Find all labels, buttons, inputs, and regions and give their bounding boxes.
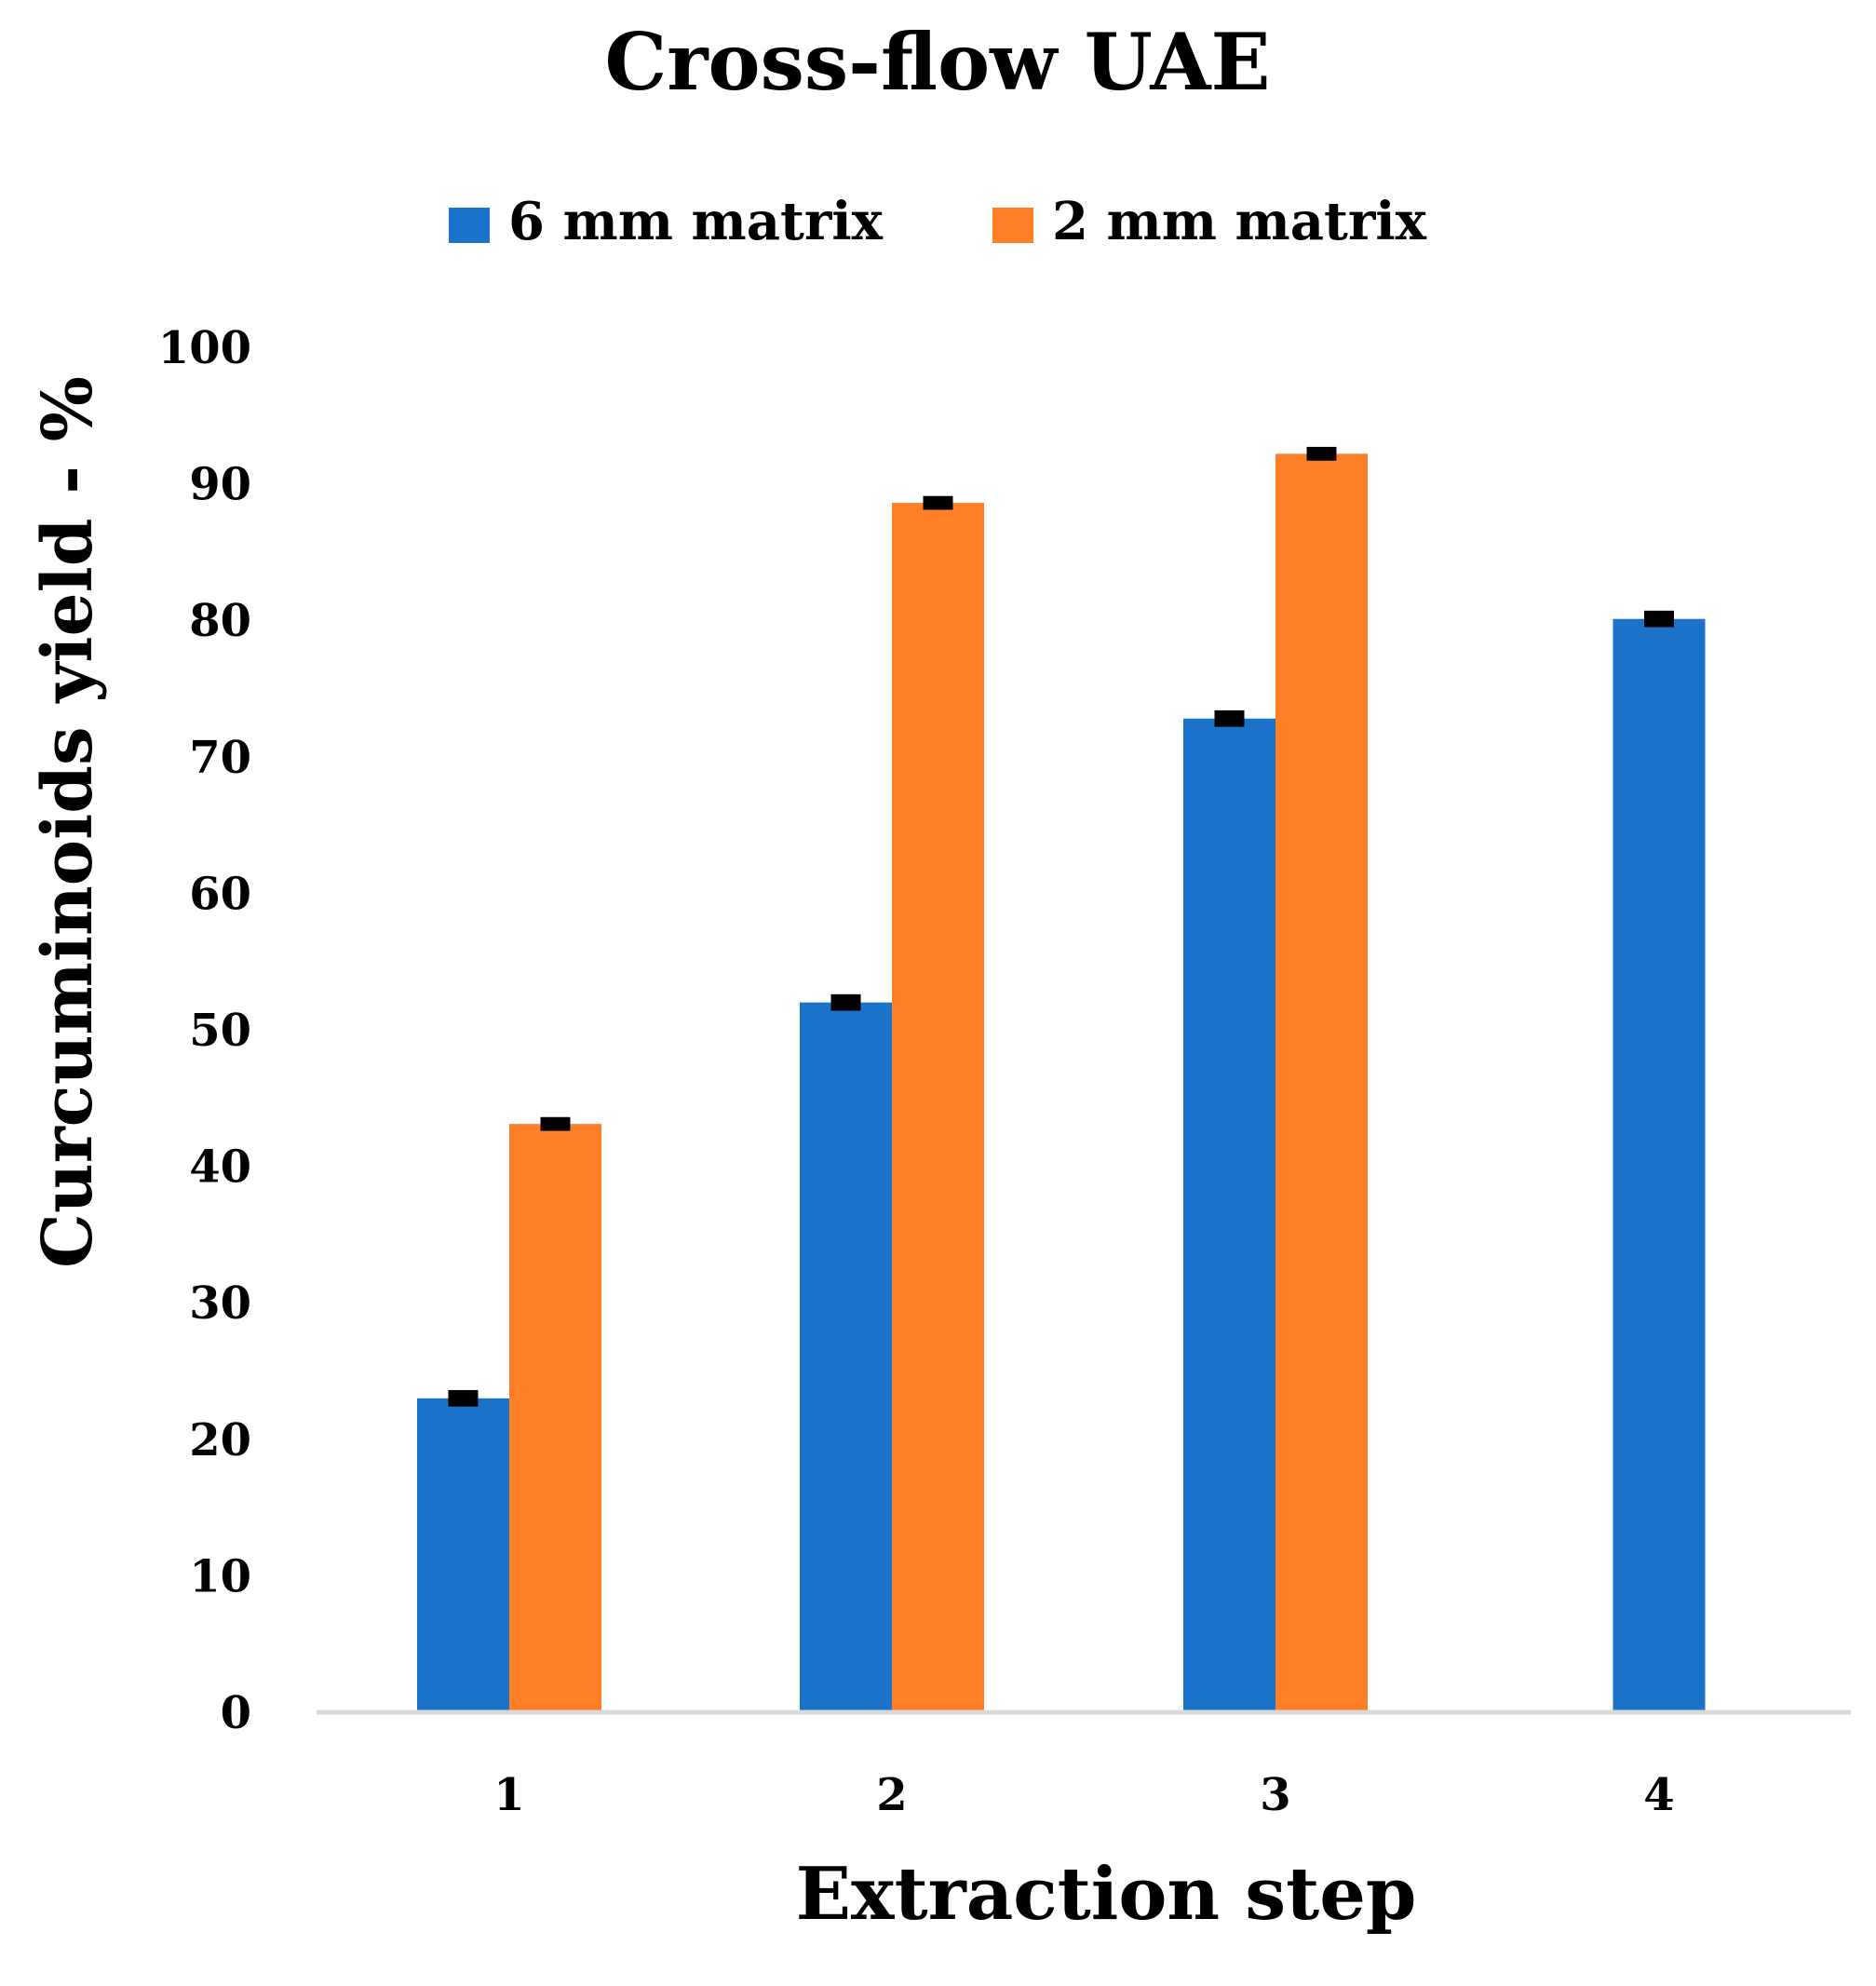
error-bar-6mm-step-2 <box>830 993 861 1011</box>
legend: 6 mm matrix 2 mm matrix <box>449 191 1427 252</box>
bar-6mm-step-2 <box>800 1002 892 1712</box>
chart-title: Cross-flow UAE <box>604 16 1270 108</box>
y-tick-label: 60 <box>189 868 251 920</box>
y-tick-label: 10 <box>189 1550 251 1602</box>
error-bar-2mm-step-1 <box>540 1116 571 1131</box>
x-tick-label: 4 <box>1643 1769 1674 1821</box>
x-tick-label: 1 <box>493 1769 524 1821</box>
error-bars-group <box>448 446 1674 1407</box>
bar-6mm-step-1 <box>417 1398 509 1712</box>
error-bar-6mm-step-4 <box>1644 610 1674 628</box>
bar-2mm-step-2 <box>892 503 984 1712</box>
y-axis-ticks: 0 10 20 30 40 50 60 70 80 90 100 <box>158 322 251 1739</box>
y-tick-label: 100 <box>158 322 251 374</box>
x-tick-label: 3 <box>1260 1769 1290 1821</box>
y-tick-label: 90 <box>189 459 251 511</box>
bar-6mm-step-3 <box>1183 718 1275 1713</box>
bar-6mm-step-4 <box>1613 618 1706 1712</box>
legend-label-2mm: 2 mm matrix <box>1052 191 1427 252</box>
x-axis-title: Extraction step <box>796 1852 1417 1937</box>
y-tick-label: 20 <box>189 1414 251 1466</box>
legend-swatch-6mm <box>449 208 490 243</box>
legend-swatch-2mm <box>992 208 1033 243</box>
bar-2mm-step-3 <box>1275 453 1368 1712</box>
y-tick-label: 50 <box>189 1005 251 1057</box>
x-tick-label: 2 <box>876 1769 907 1821</box>
y-axis-title: Curcuminoids yield - % <box>28 376 108 1268</box>
error-bar-6mm-step-3 <box>1214 709 1245 727</box>
error-bar-6mm-step-1 <box>448 1389 479 1407</box>
bar-2mm-step-1 <box>509 1124 601 1712</box>
y-tick-label: 70 <box>189 732 251 784</box>
y-tick-label: 30 <box>189 1277 251 1330</box>
y-tick-label: 40 <box>189 1142 251 1194</box>
bars-group <box>417 453 1706 1713</box>
y-tick-label: 0 <box>221 1687 251 1739</box>
x-axis-ticks: 1 2 3 4 <box>493 1769 1674 1821</box>
error-bar-2mm-step-2 <box>923 495 953 510</box>
y-tick-label: 80 <box>189 595 251 647</box>
error-bar-2mm-step-3 <box>1306 446 1337 461</box>
legend-label-6mm: 6 mm matrix <box>508 191 884 252</box>
